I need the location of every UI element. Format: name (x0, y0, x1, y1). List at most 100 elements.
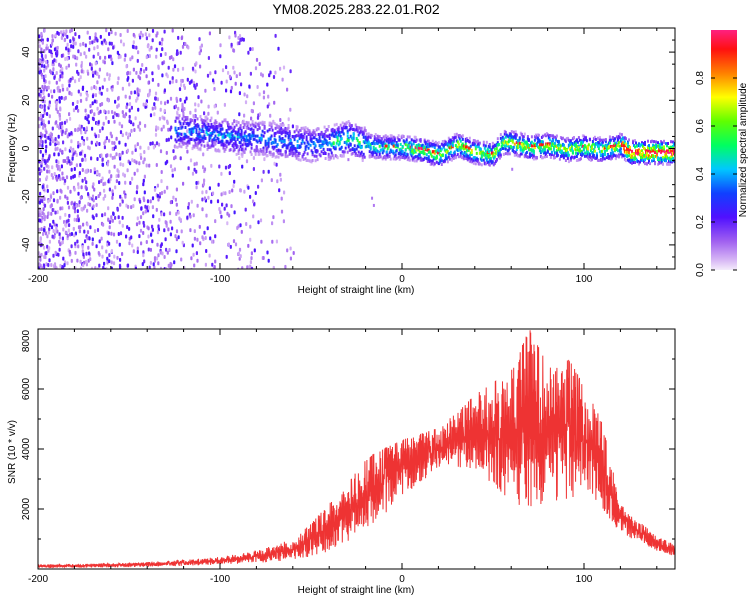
spectrogram-cell (360, 145, 363, 149)
spectrogram-cell (126, 148, 129, 153)
spectrogram-cell (40, 72, 43, 77)
spectrogram-cell (176, 145, 179, 149)
spectrogram-cell (65, 175, 69, 180)
spectrogram-cell (154, 91, 158, 96)
spectrogram-cell (283, 143, 286, 147)
spectrogram-cell (619, 147, 622, 151)
spectrogram-cell (431, 150, 435, 154)
spectrogram-cell (232, 239, 236, 244)
spectrogram-cell (278, 135, 281, 139)
spectrogram-cell (254, 152, 257, 156)
spectrogram-cell (248, 133, 251, 137)
spectrogram-cell (145, 163, 148, 168)
spectrogram-cell (357, 150, 360, 154)
spectrogram-cell (68, 159, 71, 164)
spectrogram-cell (110, 215, 113, 220)
spectrogram-cell (483, 146, 486, 150)
spectrogram-cell (518, 154, 521, 158)
spectrogram-cell (259, 140, 262, 144)
spectrogram-cell (194, 141, 197, 145)
spectrogram-cell (159, 192, 162, 196)
spectrogram-cell (197, 147, 200, 151)
spectrogram-cell (178, 114, 181, 118)
spectrogram-cell (102, 222, 105, 227)
spectrogram-cell (313, 131, 316, 135)
spectrogram-cell (41, 40, 44, 45)
spectrogram-cell (50, 41, 54, 46)
spectrogram-cell (495, 158, 498, 161)
spectrogram-cell (624, 159, 627, 163)
spectrogram-cell (66, 134, 69, 139)
spectrogram-cell (55, 226, 58, 231)
spectrogram-cell (74, 150, 77, 155)
spectrogram-cell (577, 144, 580, 148)
spectrogram-cell (38, 177, 41, 182)
spectrogram-cell (497, 143, 500, 147)
spectrogram-cell (39, 138, 43, 143)
spectrogram-cell (199, 134, 202, 138)
spectrogram-cell (414, 155, 417, 159)
colorbar-label: Normalized spectral amplitude (738, 82, 749, 217)
spectrogram-cell (220, 124, 223, 128)
spectrogram-cell (140, 156, 143, 160)
spectrogram-cell (76, 100, 79, 104)
spectrogram-cell (70, 44, 73, 49)
spectrogram-cell (230, 126, 233, 130)
spectrogram-cell (352, 132, 355, 136)
spectrogram-cell (225, 254, 228, 259)
spectrogram-cell (216, 130, 219, 134)
spectrogram-cell (79, 151, 82, 156)
spectrogram-cell (79, 163, 82, 167)
spectrogram-cell (108, 41, 111, 46)
spectrogram-cell (279, 137, 282, 141)
spectrogram-cell (645, 149, 648, 153)
spectrogram-cell (349, 134, 352, 138)
spectrogram-cell (49, 204, 52, 209)
spectrogram-cell (239, 141, 242, 145)
spectrogram-cell (76, 258, 79, 263)
spectrogram-cell (391, 149, 394, 153)
spectrogram-cell (238, 247, 242, 252)
spectrogram-cell (99, 34, 102, 39)
spectrogram-cell (639, 160, 641, 164)
spectrogram-cell (186, 77, 189, 82)
spectrogram-cell (158, 217, 161, 222)
spectrogram-cell (77, 244, 80, 249)
spectrogram-cell (194, 108, 197, 113)
spectrogram-cell (286, 154, 289, 158)
spectrogram-cell (57, 88, 60, 93)
spectrogram-cell (203, 167, 207, 172)
spectrogram-cell (311, 151, 314, 154)
spectrogram-cell (144, 209, 148, 214)
spectrogram-cell (501, 143, 504, 146)
spectrogram-cell (410, 143, 413, 147)
spectrogram-cell (118, 121, 121, 126)
spectrogram-cell (106, 260, 109, 265)
spectrogram-cell (124, 53, 127, 58)
spectrogram-cell (261, 129, 264, 133)
spectrogram-cell (382, 135, 385, 139)
spectrogram-cell (295, 156, 298, 160)
spectrogram-cell (619, 139, 622, 143)
spectrogram-cell (78, 203, 81, 208)
spectrogram-cell (594, 138, 597, 141)
spectrogram-cell (553, 156, 556, 160)
spectrogram-cell (378, 150, 381, 154)
spectrogram-cell (233, 125, 236, 129)
spectrogram-cell (42, 207, 45, 212)
spectrogram-cell (179, 156, 182, 161)
spectrogram-cell (111, 61, 114, 66)
spectrogram-cell (299, 158, 302, 162)
spectrogram-cell (133, 90, 136, 95)
spectrogram-cell (171, 28, 174, 33)
spectrogram-cell (56, 109, 59, 114)
spectrogram-cell (238, 41, 241, 46)
spectrogram-cell (81, 168, 84, 172)
spectrogram-cell (147, 205, 150, 210)
spectrogram-cell (59, 74, 62, 79)
spectrogram-cell (514, 150, 517, 154)
spectrogram-cell (274, 131, 277, 135)
spectrogram-cell (603, 157, 606, 161)
spectrogram-cell (553, 141, 556, 145)
spectrogram-cell (83, 229, 86, 234)
